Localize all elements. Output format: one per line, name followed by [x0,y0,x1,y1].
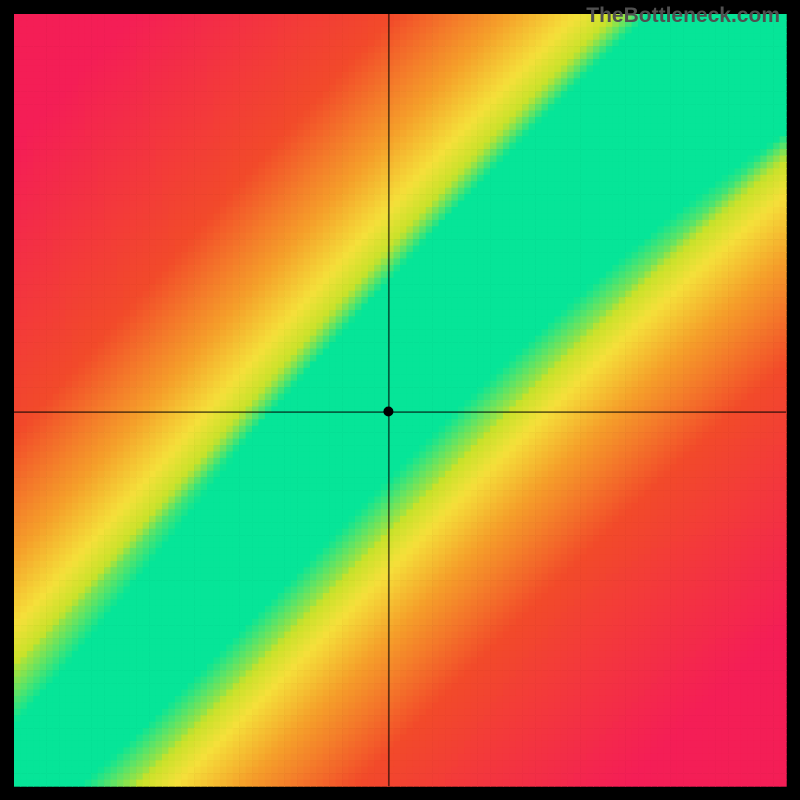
chart-container: TheBottleneck.com [0,0,800,800]
watermark-text: TheBottleneck.com [586,4,780,28]
heatmap-canvas [0,0,800,800]
